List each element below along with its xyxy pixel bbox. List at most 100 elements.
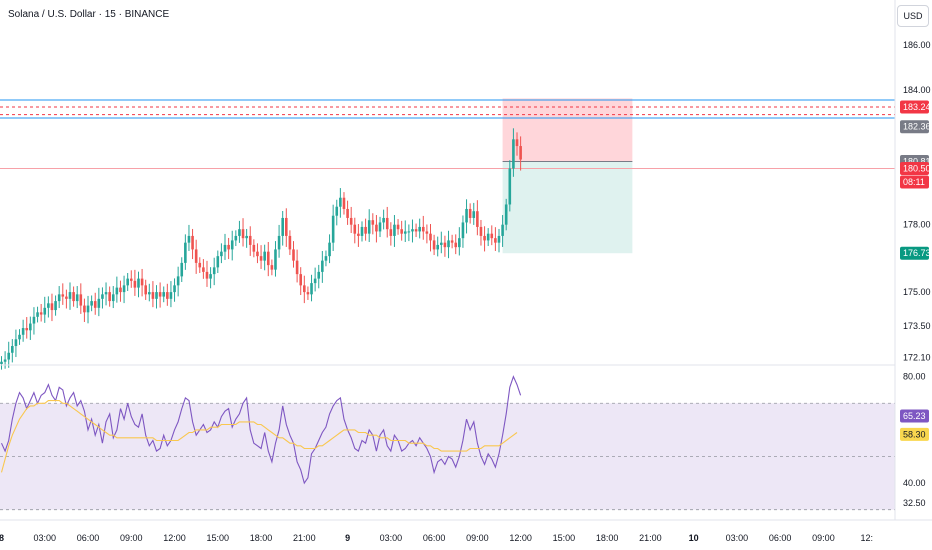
candle[interactable] [274, 249, 277, 270]
candle[interactable] [321, 260, 324, 272]
candle[interactable] [447, 240, 450, 248]
candle[interactable] [454, 242, 458, 248]
candle[interactable] [169, 292, 173, 299]
candle[interactable] [162, 292, 166, 297]
candle[interactable] [57, 294, 61, 302]
candle[interactable] [403, 231, 407, 234]
candle[interactable] [209, 274, 212, 279]
candle[interactable] [202, 267, 205, 272]
candle[interactable] [187, 235, 191, 243]
candle[interactable] [476, 211, 479, 227]
candle[interactable] [468, 208, 472, 218]
candle[interactable] [47, 303, 50, 308]
candle[interactable] [375, 224, 378, 232]
candle[interactable] [357, 233, 360, 236]
candle[interactable] [137, 278, 140, 288]
candle[interactable] [184, 242, 187, 263]
candle[interactable] [223, 244, 227, 252]
candle[interactable] [432, 240, 436, 250]
candle[interactable] [126, 278, 129, 286]
candle[interactable] [450, 240, 454, 243]
candle[interactable] [43, 307, 47, 315]
candle[interactable] [115, 287, 119, 295]
candle[interactable] [198, 262, 202, 268]
candle[interactable] [86, 305, 90, 313]
candle[interactable] [353, 224, 357, 234]
candle[interactable] [148, 292, 151, 295]
candle[interactable] [50, 303, 54, 311]
candle[interactable] [3, 359, 7, 362]
candle[interactable] [245, 235, 248, 239]
candle[interactable] [494, 238, 497, 243]
rsi-ma-line[interactable] [0, 400, 518, 473]
candle[interactable] [346, 208, 349, 218]
candle[interactable] [25, 328, 29, 331]
candle[interactable] [360, 226, 364, 236]
rsi-pane[interactable] [0, 375, 895, 511]
candle[interactable] [342, 197, 346, 209]
candle[interactable] [335, 206, 339, 216]
candle[interactable] [331, 215, 335, 243]
candle[interactable] [266, 251, 270, 266]
candle[interactable] [440, 242, 443, 245]
candle[interactable] [65, 296, 68, 299]
candle[interactable] [407, 231, 411, 233]
candle[interactable] [180, 262, 184, 277]
candle[interactable] [36, 312, 39, 317]
candle[interactable] [519, 146, 522, 160]
candle[interactable] [68, 292, 72, 299]
currency-button[interactable]: USD [897, 5, 929, 27]
candle[interactable] [512, 139, 515, 169]
candle[interactable] [270, 265, 274, 270]
candle[interactable] [508, 168, 512, 205]
candle[interactable] [61, 294, 65, 297]
candle[interactable] [191, 235, 194, 250]
candle[interactable] [220, 251, 223, 257]
candle[interactable] [504, 204, 508, 225]
candle[interactable] [414, 229, 418, 232]
candle[interactable] [284, 217, 288, 236]
candle[interactable] [371, 220, 375, 225]
candle[interactable] [479, 226, 483, 236]
price-pane[interactable] [0, 98, 895, 370]
candle[interactable] [119, 287, 122, 293]
candle[interactable] [122, 285, 126, 293]
candle[interactable] [101, 294, 104, 299]
candle[interactable] [0, 361, 3, 364]
candle[interactable] [425, 231, 429, 234]
candle[interactable] [483, 235, 486, 241]
candle[interactable] [144, 285, 147, 295]
candle[interactable] [259, 256, 263, 261]
candle[interactable] [288, 235, 292, 250]
candle[interactable] [11, 346, 14, 353]
candle[interactable] [306, 292, 310, 295]
candle[interactable] [230, 240, 234, 250]
candle[interactable] [54, 301, 57, 311]
candle[interactable] [129, 278, 133, 281]
candle[interactable] [108, 292, 111, 302]
candle[interactable] [295, 260, 299, 275]
candle[interactable] [93, 301, 97, 308]
candle[interactable] [238, 229, 241, 236]
candle[interactable] [151, 292, 155, 299]
candle[interactable] [313, 278, 317, 284]
candle[interactable] [317, 271, 321, 279]
candle[interactable] [263, 251, 266, 261]
candle[interactable] [252, 244, 256, 252]
candle[interactable] [472, 211, 476, 218]
candle[interactable] [248, 235, 252, 245]
candle[interactable] [133, 280, 137, 288]
candle[interactable] [39, 312, 43, 315]
candle[interactable] [393, 224, 396, 236]
candle[interactable] [155, 292, 158, 299]
candle[interactable] [367, 220, 371, 234]
candle[interactable] [385, 217, 389, 230]
take-profit-zone[interactable] [502, 161, 633, 254]
candle[interactable] [212, 267, 216, 275]
candle[interactable] [501, 224, 504, 236]
candle[interactable] [303, 285, 306, 293]
candle[interactable] [364, 226, 367, 234]
candle[interactable] [97, 298, 101, 308]
candle[interactable] [14, 339, 18, 347]
candle[interactable] [515, 139, 519, 147]
